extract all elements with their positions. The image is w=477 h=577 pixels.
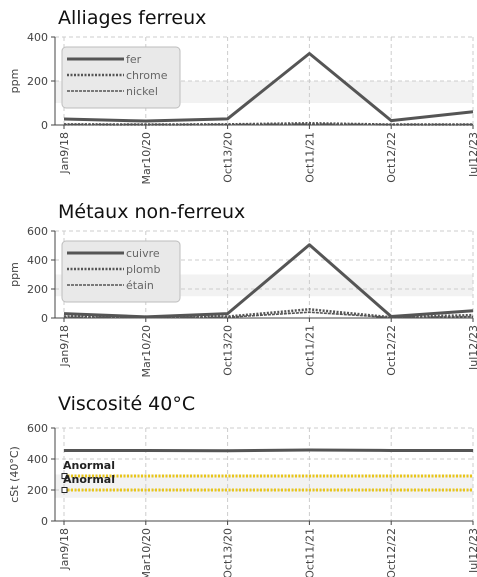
- limit-marker: [61, 487, 68, 493]
- chart-panel-viscosity: Viscosité 40°C 0 200 400 600 Jan9/18 Mar10/20…: [0, 388, 477, 577]
- x-tick-label: Mar10/20: [140, 132, 153, 184]
- x-tick-label: Jan9/18: [58, 528, 71, 571]
- x-tick-label: Oct11/21: [303, 325, 316, 376]
- x-tick-label: Mar10/20: [140, 325, 153, 377]
- x-tick-label: Oct11/21: [303, 132, 316, 183]
- x-tick-label: Mar10/20: [140, 528, 153, 577]
- series-line: [63, 52, 474, 123]
- y-tick-label: 200: [27, 75, 48, 88]
- x-tick-label: Oct13/20: [222, 528, 235, 577]
- legend-label: nickel: [126, 85, 158, 98]
- chart-svg: 0 200 400 600 Jan9/18 Mar10/20 Oct13/20 Oct11/2…: [8, 225, 477, 377]
- legend-box: [61, 46, 181, 109]
- x-tick-label: Jan9/18: [58, 325, 71, 368]
- y-tick-label: 0: [41, 515, 48, 528]
- legend-label: étain: [126, 279, 154, 292]
- y-tick-label: 200: [27, 484, 48, 497]
- y-axis-label: ppm: [8, 262, 21, 287]
- chart-svg: 0 200 400 Jan9/18 Mar10/20 Oct13/20 Oct11/21 Oc…: [8, 31, 477, 184]
- x-tick-label: Oct11/21: [303, 528, 316, 577]
- x-tick-label: Jul12/23: [467, 325, 477, 371]
- chart-title: Viscosité 40°C: [58, 393, 196, 415]
- limit-label: Anormal: [63, 459, 115, 472]
- legend-label: cuivre: [126, 247, 160, 260]
- y-tick-label: 400: [27, 453, 48, 466]
- x-tick-label: Oct12/22: [385, 132, 398, 183]
- series-line: [63, 311, 474, 319]
- y-tick-label: 400: [27, 254, 48, 267]
- y-tick-label: 600: [27, 225, 48, 238]
- chart-panel-nonferrous: Métaux non-ferreux 0 200 400 600 Jan9/18 Mar1…: [0, 194, 477, 384]
- y-tick-label: 0: [41, 119, 48, 132]
- limit-marker: [61, 473, 68, 480]
- limit-label: Anormal: [63, 473, 115, 486]
- series-line: [63, 308, 474, 319]
- x-tick-label: Oct13/20: [222, 325, 235, 376]
- x-tick-label: Jul12/23: [467, 528, 477, 574]
- legend-label: chrome: [126, 69, 168, 82]
- x-tick-label: Oct13/20: [222, 132, 235, 183]
- y-axis-label: ppm: [8, 69, 21, 94]
- series-line: [64, 448, 473, 453]
- x-tick-label: Jul12/23: [467, 132, 477, 178]
- y-axis-label: cSt (40°C): [8, 446, 21, 503]
- legend-box: [61, 240, 181, 303]
- y-tick-label: 0: [41, 312, 48, 325]
- y-tick-label: 600: [27, 422, 48, 435]
- chart-svg: 0 200 400 600 Jan9/18 Mar10/20 Oct13/20 Oct11/2…: [8, 422, 477, 577]
- x-tick-label: Oct12/22: [385, 325, 398, 376]
- x-tick-label: Jan9/18: [58, 132, 71, 175]
- legend-label: plomb: [126, 263, 160, 276]
- chart-title: Métaux non-ferreux: [58, 201, 246, 223]
- y-tick-label: 200: [27, 283, 48, 296]
- chart-panel-ferrous: Alliages ferreux 0 200 400 Jan9/18 Mar10/20 O…: [0, 0, 477, 190]
- legend-label: fer: [126, 53, 142, 66]
- plot-band: [55, 474, 473, 498]
- chart-title: Alliages ferreux: [58, 7, 207, 29]
- x-tick-label: Oct12/22: [385, 528, 398, 577]
- y-tick-label: 400: [27, 31, 48, 44]
